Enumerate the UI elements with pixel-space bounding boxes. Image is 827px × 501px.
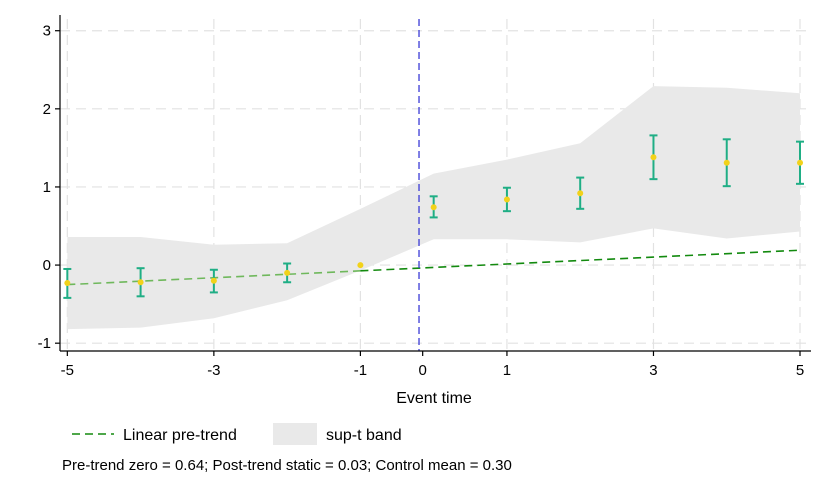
- estimate-point: [503, 196, 510, 203]
- legend-band-swatch: [273, 423, 317, 445]
- legend-trend-label: Linear pre-trend: [123, 427, 237, 444]
- legend: Linear pre-trend sup-t band: [72, 423, 402, 445]
- estimate-point: [577, 190, 584, 197]
- y-tick-label: 3: [43, 23, 51, 40]
- x-tick-label: -1: [354, 362, 367, 379]
- estimate-point: [137, 279, 144, 286]
- x-tick-label-extra: 0: [419, 362, 427, 379]
- stats-note: Pre-trend zero = 0.64; Post-trend static…: [62, 457, 512, 474]
- estimate-point: [284, 269, 291, 276]
- estimate-point: [357, 262, 364, 269]
- estimate-point: [64, 280, 71, 287]
- x-tick-label: 1: [503, 362, 511, 379]
- y-tick-label: 2: [43, 101, 51, 118]
- y-tick-label: -1: [38, 335, 51, 352]
- estimate-point: [797, 159, 804, 166]
- x-tick-label: -3: [207, 362, 220, 379]
- x-tick-label: -5: [61, 362, 74, 379]
- legend-band-label: sup-t band: [326, 427, 402, 444]
- x-tick-label: 5: [796, 362, 804, 379]
- point-layer: [64, 154, 804, 287]
- x-tick-label: 3: [649, 362, 657, 379]
- axis-layer: [59, 15, 811, 352]
- estimate-point: [650, 154, 657, 161]
- y-tick-label: 0: [43, 257, 51, 274]
- trend-line-post: [360, 249, 801, 272]
- x-axis-title: Event time: [396, 390, 472, 407]
- estimate-point: [723, 159, 730, 166]
- tick-layer: -1 0 1 2 3 -5 -3 -1 1 3 5 0: [38, 23, 805, 379]
- estimate-point: [210, 277, 217, 284]
- estimate-point: [430, 204, 437, 211]
- y-tick-label: 1: [43, 179, 51, 196]
